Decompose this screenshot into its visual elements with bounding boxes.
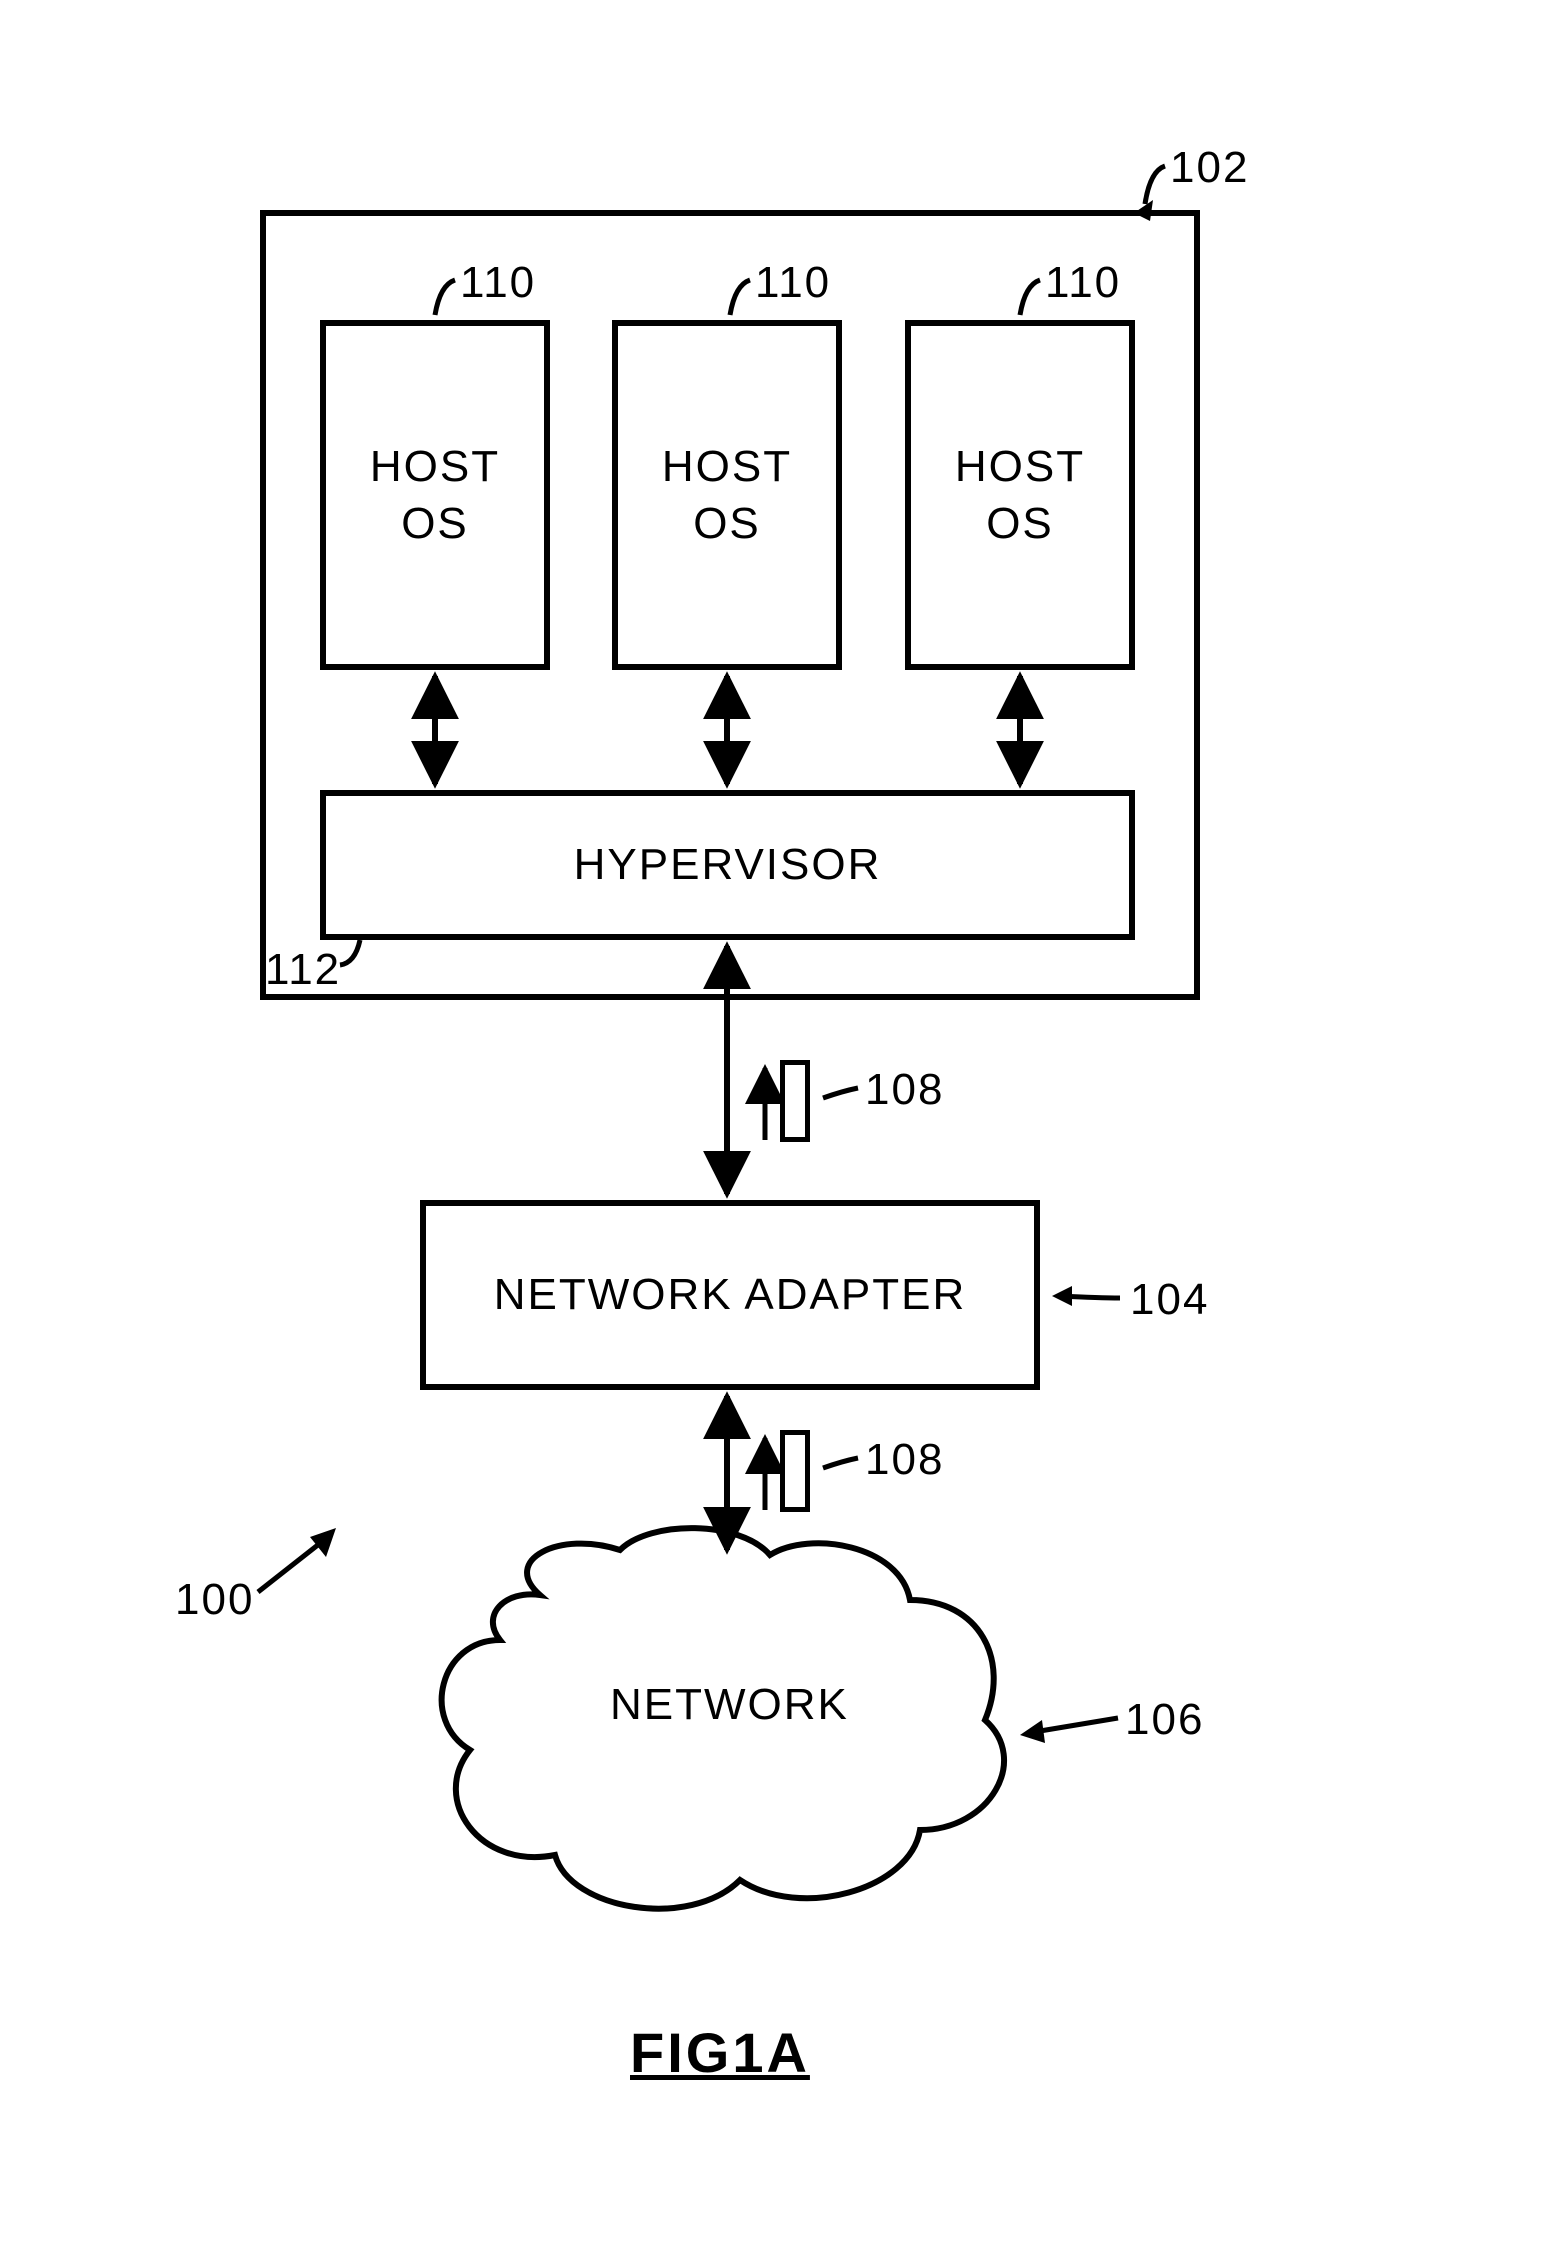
ref-110-3: 110	[1045, 258, 1121, 308]
host-os-box-2: HOST OS	[612, 320, 842, 670]
packet-rect-1	[780, 1060, 810, 1142]
figure-title: FIG1A	[630, 2020, 810, 2085]
host-os-box-1: HOST OS	[320, 320, 550, 670]
ref-100: 100	[175, 1575, 254, 1625]
hypervisor-box: HYPERVISOR	[320, 790, 1135, 940]
network-label: NETWORK	[610, 1680, 849, 1730]
packet-rect-2	[780, 1430, 810, 1512]
ref-106: 106	[1125, 1695, 1204, 1745]
ref-110-2: 110	[755, 258, 831, 308]
ref-108-2: 108	[865, 1435, 944, 1485]
ref-104: 104	[1130, 1275, 1209, 1325]
host-os-box-3: HOST OS	[905, 320, 1135, 670]
network-adapter-box: NETWORK ADAPTER	[420, 1200, 1040, 1390]
ref-112: 112	[265, 945, 341, 995]
ref-102: 102	[1170, 143, 1249, 193]
ref-110-1: 110	[460, 258, 536, 308]
ref-108-1: 108	[865, 1065, 944, 1115]
